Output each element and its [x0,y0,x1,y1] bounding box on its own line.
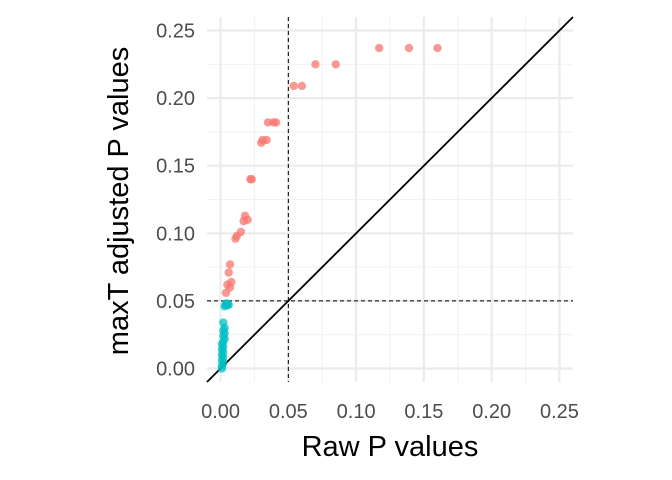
nonsignificant-point [297,81,307,91]
x-tick-labels: 0.00 0.05 0.10 0.15 0.20 0.25 [201,401,579,423]
x-tick-label: 0.20 [472,401,511,423]
nonsignificant-point [227,277,236,287]
nonsignificant-point [433,43,442,53]
nonsignificant-point [247,175,256,184]
y-tick-label: 0.15 [156,156,195,178]
nonsignificant-point [271,118,281,127]
nonsignificant-point [374,43,384,53]
identity-line [206,16,574,383]
significant-point [223,299,232,308]
nonsignificant-point [404,43,414,53]
reference-lines [206,16,574,383]
significant-point [219,318,228,327]
y-tick-label: 0.25 [156,21,195,43]
x-tick-label: 0.05 [269,401,308,423]
y-tick-label: 0.10 [156,223,195,245]
nonsignificant-point [262,135,271,145]
x-tick-label: 0.15 [404,401,443,423]
nonsignificant-point [243,215,252,224]
nonsignificant-point [236,227,246,237]
y-axis-title: maxT adjusted P values [103,47,135,355]
x-tick-label: 0.10 [337,401,376,423]
nonsignificant-point [224,268,233,277]
y-tick-label: 0.05 [156,291,195,313]
nonsignificant-point [289,81,298,91]
data-points [217,43,442,373]
y-tick-labels: 0.00 0.05 0.10 0.15 0.20 0.25 [156,21,195,381]
nonsignificant-point [331,60,340,69]
x-axis-title: Raw P values [302,431,479,463]
x-tick-label: 0.25 [540,401,579,423]
nonsignificant-point [225,260,235,269]
y-tick-label: 0.00 [156,358,195,380]
nonsignificant-point [311,60,320,69]
y-tick-label: 0.20 [156,88,195,110]
x-tick-label: 0.00 [201,401,240,423]
